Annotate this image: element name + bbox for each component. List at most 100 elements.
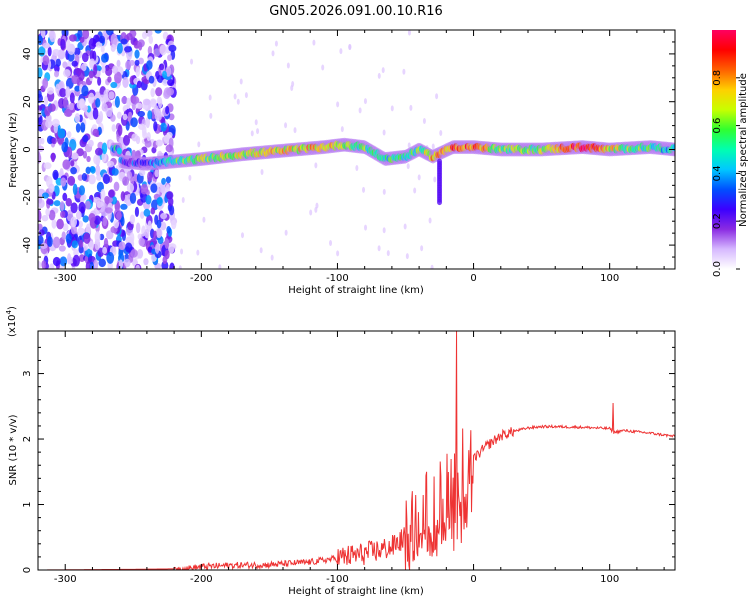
noise-speckle [105, 67, 113, 76]
noise-speckle [314, 206, 318, 213]
noise-speckle [78, 254, 86, 263]
noise-speckle [79, 36, 85, 43]
noise-speckle [124, 242, 133, 253]
noise-speckle [62, 223, 69, 232]
noise-speckle [336, 101, 340, 108]
noise-speckle [122, 76, 129, 89]
noise-speckle [38, 229, 45, 236]
ridge-point [437, 199, 443, 206]
snr-scale-note: (x104) [5, 306, 18, 337]
noise-speckle [130, 176, 135, 186]
noise-speckle [358, 107, 362, 114]
noise-speckle [42, 42, 51, 49]
noise-speckle [88, 92, 95, 104]
noise-speckle [111, 124, 117, 132]
noise-speckle [190, 58, 194, 65]
noise-speckle [108, 189, 115, 198]
noise-speckle [102, 216, 108, 227]
noise-speckle [168, 44, 177, 52]
noise-speckle [129, 232, 135, 243]
spectrogram-x-ticks: -300 -200 -100 0 100 [54, 30, 665, 284]
noise-speckle [95, 41, 103, 48]
noise-speckle [113, 181, 120, 192]
noise-speckle [314, 162, 318, 169]
noise-speckle [138, 169, 146, 177]
noise-speckle [197, 141, 201, 148]
noise-speckle [71, 74, 79, 85]
snr-panel: -300 -200 -100 0 100 0 1 2 3 Height of straight… [5, 306, 676, 597]
noise-speckle [377, 245, 381, 252]
noise-speckle [95, 147, 103, 156]
noise-speckle [145, 116, 151, 129]
noise-speckle [286, 62, 290, 69]
noise-speckle [377, 72, 381, 79]
noise-speckle [104, 207, 113, 214]
noise-speckle [51, 118, 60, 128]
noise-speckle [129, 192, 137, 204]
noise-speckle [98, 110, 104, 123]
noise-speckle [160, 122, 167, 132]
noise-speckle [85, 261, 91, 269]
noise-speckle [291, 81, 295, 88]
noise-speckle [120, 203, 128, 210]
noise-speckle [84, 200, 91, 210]
noise-speckle [81, 85, 89, 97]
noise-speckle [78, 185, 86, 196]
noise-speckle [124, 258, 131, 268]
noise-speckle [129, 214, 135, 225]
noise-speckle [63, 108, 72, 117]
noise-speckle [147, 171, 153, 182]
noise-speckle [147, 220, 152, 231]
noise-speckle [81, 52, 89, 63]
noise-speckle [284, 122, 288, 129]
noise-speckle [160, 221, 167, 231]
noise-speckle [407, 142, 411, 149]
snr-x-ticks: -300 -200 -100 0 100 [54, 331, 665, 585]
noise-speckle [49, 30, 56, 43]
noise-speckle [56, 218, 64, 230]
noise-speckle [79, 239, 84, 248]
noise-speckle [239, 78, 243, 85]
noise-speckle [40, 30, 46, 39]
noise-speckle [72, 254, 80, 267]
noise-speckle [73, 47, 81, 56]
noise-speckle [107, 76, 112, 83]
noise-speckle [309, 209, 313, 216]
y-tick-label: 20 [22, 95, 33, 108]
noise-speckle [74, 85, 81, 92]
noise-speckle [110, 196, 118, 205]
noise-speckle [38, 35, 43, 46]
noise-speckle [95, 97, 101, 108]
noise-speckle [402, 68, 406, 75]
noise-speckle [38, 93, 43, 103]
noise-speckle [168, 243, 175, 254]
noise-speckle [259, 247, 263, 254]
noise-speckle [126, 183, 135, 193]
noise-speckle [138, 237, 145, 247]
noise-speckle [254, 119, 258, 126]
colorbar-tick-label: 0.2 [712, 213, 723, 229]
noise-speckle [142, 98, 151, 106]
noise-speckle [88, 38, 97, 50]
noise-speckle [159, 183, 166, 194]
noise-speckle [65, 233, 72, 244]
noise-speckle [233, 93, 237, 100]
noise-speckle [71, 60, 78, 67]
noise-speckle [38, 194, 43, 204]
noise-speckle [105, 30, 114, 36]
noise-speckle [355, 165, 359, 172]
noise-speckle [74, 112, 81, 123]
noise-speckle [42, 77, 49, 89]
noise-speckle [45, 119, 53, 129]
y-tick-label: 2 [22, 436, 33, 442]
noise-speckle [149, 99, 157, 108]
noise-speckle [106, 160, 115, 168]
noise-speckle [67, 253, 72, 265]
noise-speckle [69, 92, 75, 104]
noise-speckle [38, 145, 45, 152]
x-tick-label: -300 [54, 273, 77, 284]
noise-speckle [364, 224, 368, 231]
noise-speckle [99, 94, 105, 102]
noise-speckle [71, 240, 78, 249]
noise-speckle [154, 112, 162, 121]
